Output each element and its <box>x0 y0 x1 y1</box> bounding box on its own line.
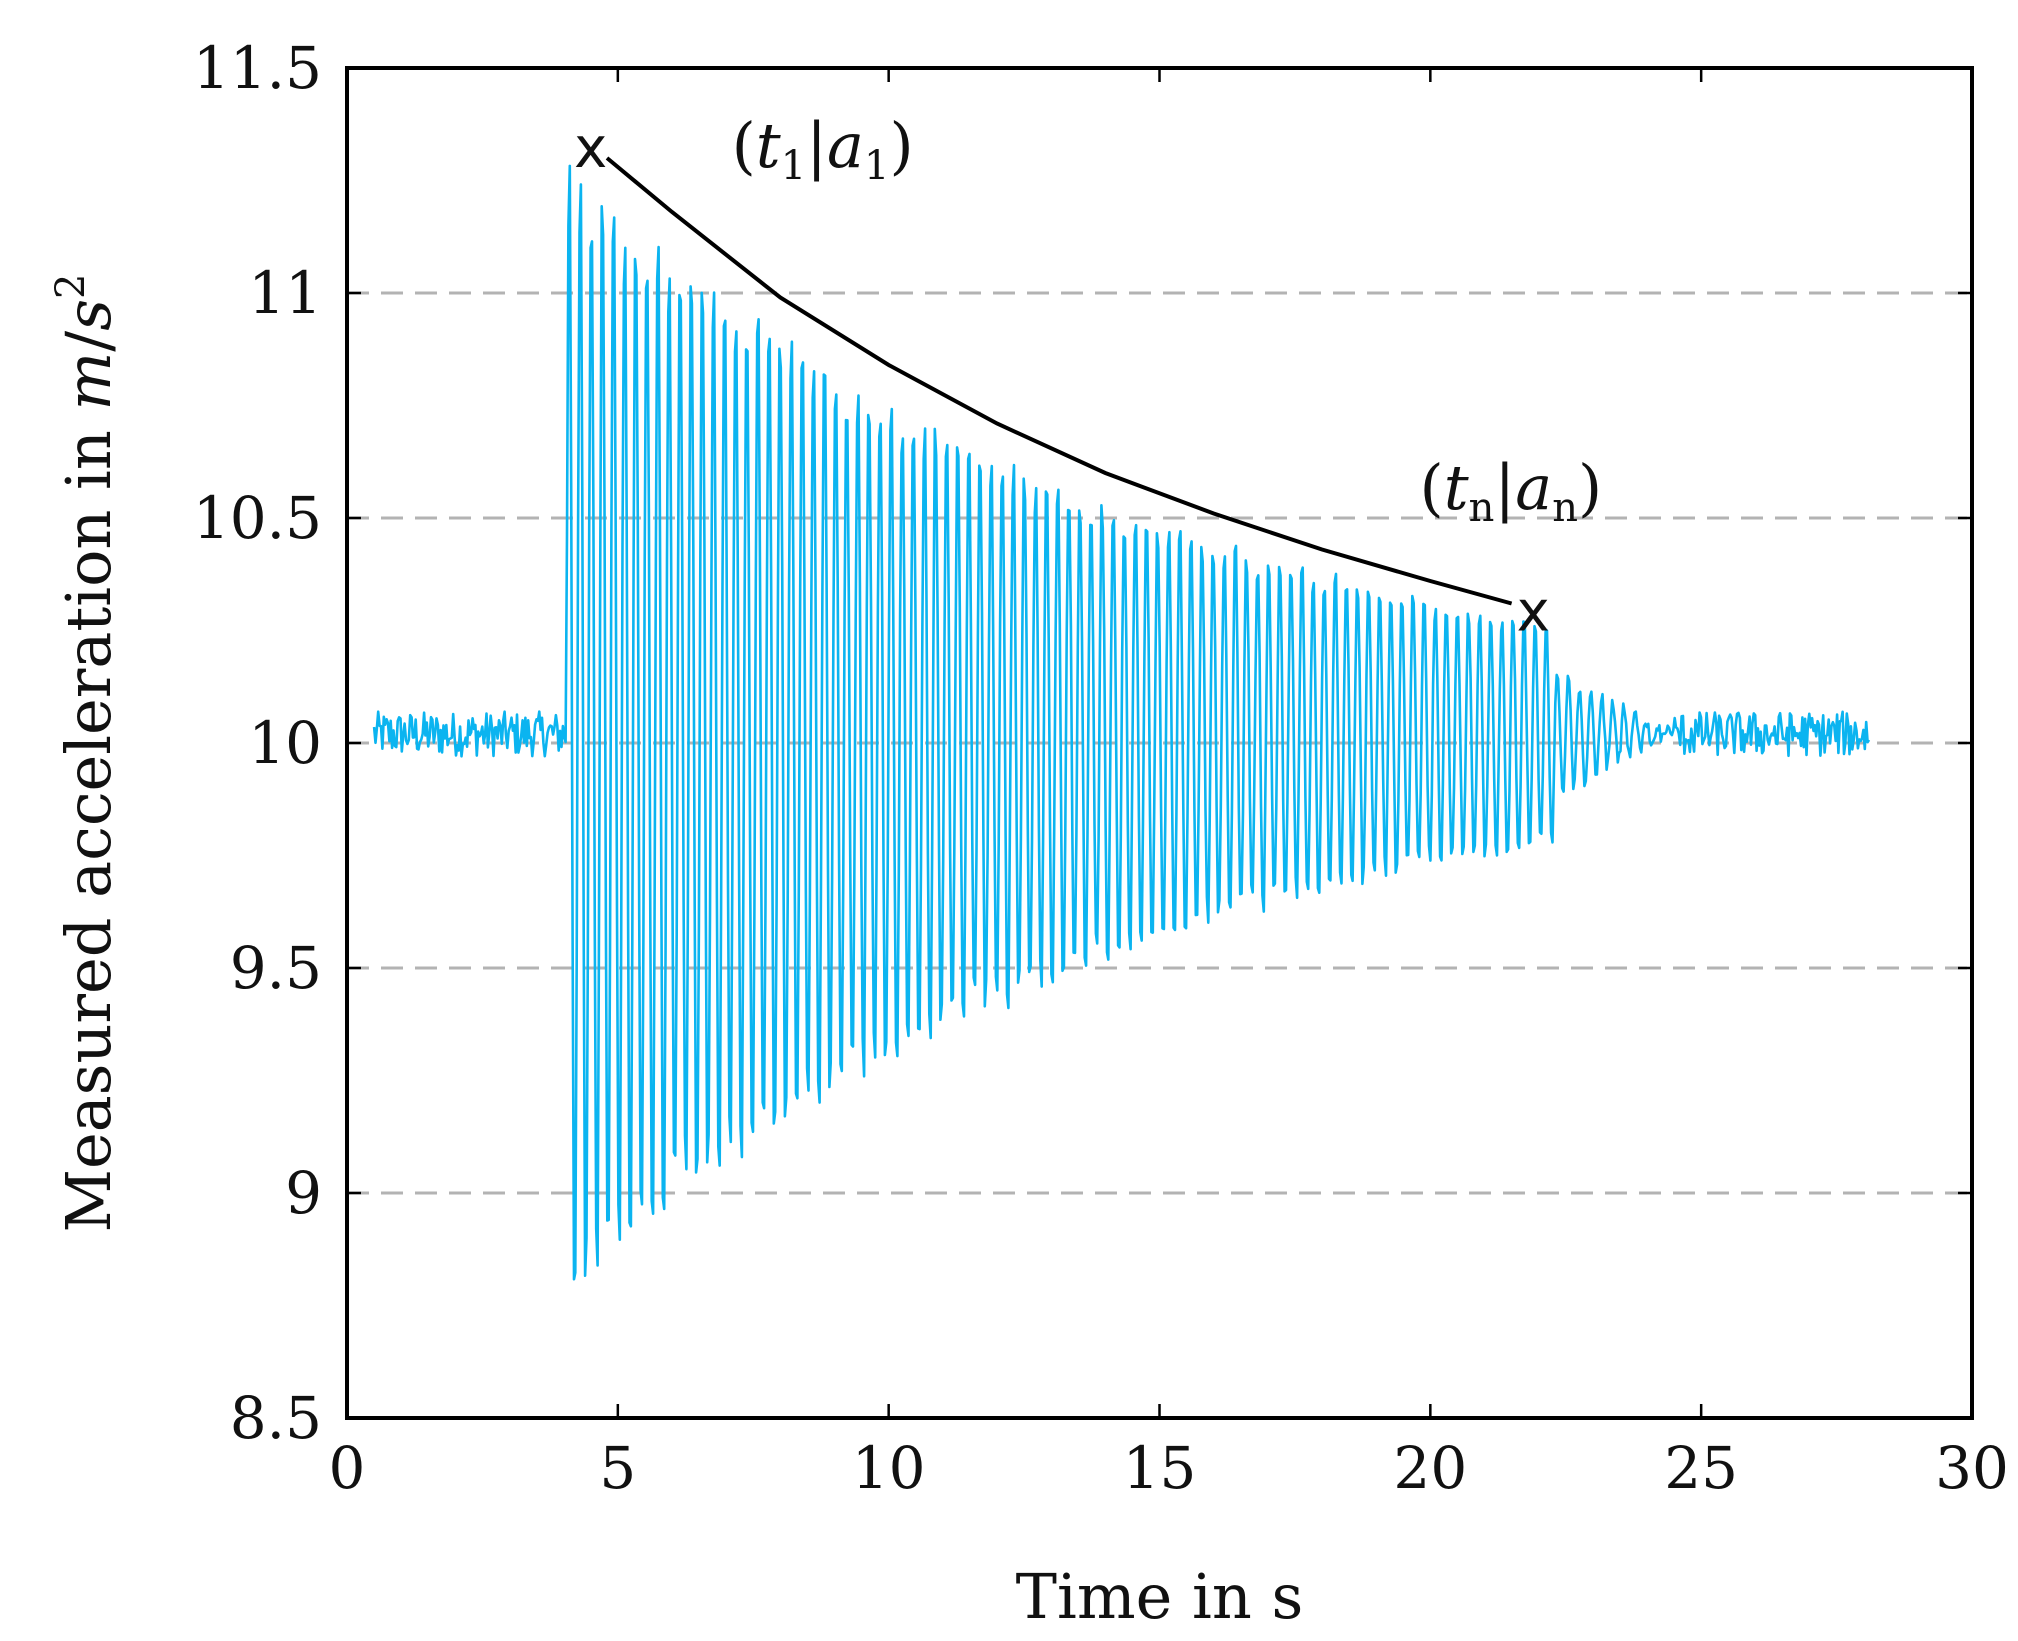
y-tick-label: 9 <box>285 1159 322 1227</box>
x-tick-label: 30 <box>1935 1434 2009 1502</box>
first-point-label: (t1|a1) <box>732 109 914 189</box>
y-tick-label: 10 <box>248 709 322 777</box>
y-axis-label: Measured acceleration in m/s2 <box>48 274 125 1233</box>
y-tick-label: 11 <box>248 259 322 327</box>
x-axis-label: Time in s <box>1016 1560 1304 1633</box>
x-tick-label: 25 <box>1664 1434 1738 1502</box>
measured-acceleration-line <box>372 164 1871 1281</box>
first-peak-marker: x <box>574 116 607 181</box>
x-tick-label: 20 <box>1393 1434 1467 1502</box>
y-axis-unit-slash: / <box>52 331 125 352</box>
x-tick-label: 5 <box>599 1434 636 1502</box>
y-tick-label: 10.5 <box>193 484 322 552</box>
x-tick-labels: 0 5 10 15 20 25 30 <box>329 1434 2009 1502</box>
y-axis-unit-exponent: 2 <box>48 274 94 299</box>
envelope-fit-line <box>605 156 1513 606</box>
envelope-series <box>605 156 1513 606</box>
x-tick-label: 10 <box>852 1434 926 1502</box>
y-tick-label: 9.5 <box>230 934 322 1002</box>
x-tick-label: 0 <box>329 1434 366 1502</box>
y-axis-label-text: Measured acceleration in <box>52 410 125 1232</box>
last-point-label: (tn|an) <box>1420 451 1603 531</box>
x-tick-label: 15 <box>1123 1434 1197 1502</box>
axis-ticks <box>345 66 1974 1420</box>
y-tick-labels: 8.5 9 9.5 10 10.5 11 11.5 <box>193 34 322 1452</box>
y-axis-unit-s: s <box>52 299 125 331</box>
last-peak-marker: x <box>1517 580 1550 645</box>
y-axis-unit-m: m <box>52 352 125 411</box>
y-tick-label: 11.5 <box>193 34 322 102</box>
signal-series <box>372 164 1871 1281</box>
y-tick-label: 8.5 <box>230 1384 322 1452</box>
